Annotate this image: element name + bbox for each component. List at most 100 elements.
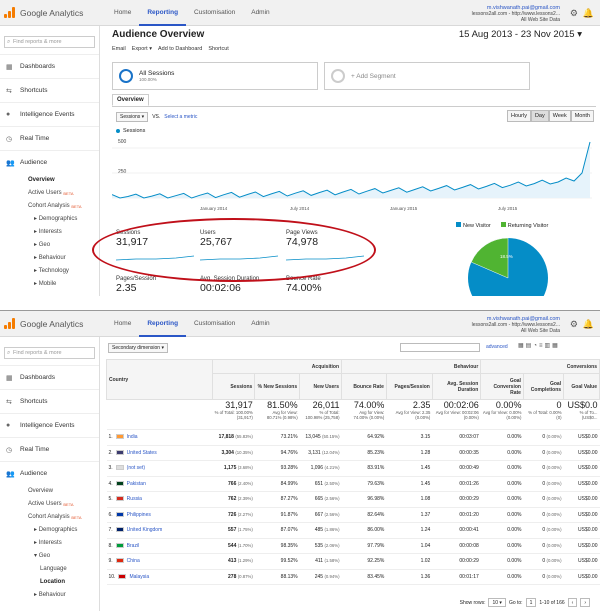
sidebar-sub-overview[interactable]: Overview [28,177,55,183]
sidebar-item-realtime[interactable]: ◷ Real Time [0,126,99,150]
ga-logo[interactable]: Google Analytics [4,318,83,329]
day-button[interactable]: Day [530,110,549,122]
sidebar-sub-mobile[interactable]: ▸ Mobile [34,281,57,287]
notification-bell-icon[interactable]: 🔔 [582,319,594,329]
nav-home[interactable]: Home [114,9,132,16]
bulb-icon: ● [6,422,11,429]
sidebar-item-audience[interactable]: 👥 Audience [0,150,99,174]
segment-circle-icon [119,69,133,83]
hourly-button[interactable]: Hourly [507,110,531,122]
ga-logo[interactable]: Google Analytics [4,7,83,18]
goto-page-input[interactable]: 1 [525,598,537,607]
sidebar: ⌕ Find reports & more ▦ Dashboards ⇆ Shortc… [0,26,100,296]
col-goal-completions[interactable]: Goal Completions [522,373,565,400]
metric-dropdown[interactable]: Sessions ▾ [116,112,149,122]
sidebar-sub-interests[interactable]: ▸ Interests [34,540,62,546]
sidebar-sub-active-users[interactable]: Active Users BETA [28,501,74,507]
col-goal-value[interactable]: Goal Value [563,373,600,400]
col-new-sessions[interactable]: % New Sessions [254,373,301,400]
col-country[interactable]: Country [106,359,213,400]
next-page-button[interactable]: › [580,598,590,607]
sidebar-sub-cohort[interactable]: Cohort Analysis BETA [28,203,82,209]
country-link[interactable]: China [126,558,140,565]
sessions-series-line [112,141,591,199]
rows-per-page-select[interactable]: 10 ▾ [488,598,506,607]
nav-reporting[interactable]: Reporting [139,311,187,337]
sidebar-item-realtime[interactable]: ◷ Real Time [0,437,99,461]
segment-all-sessions[interactable]: All Sessions 100.00% [112,62,318,90]
sidebar-sub-interests[interactable]: ▸ Interests [34,229,62,235]
table-row: 3. (not set) 1,175 (3.68%) 93.28% 1,096 (4.2… [106,460,600,477]
week-button[interactable]: Week [548,110,571,122]
sidebar-sub-cohort[interactable]: Cohort Analysis BETA [28,514,82,520]
shortcut-button[interactable]: Shortcut [208,46,229,52]
col-avg-duration[interactable]: Avg. Session Duration [431,373,482,400]
select-metric-link[interactable]: Select a metric [164,114,198,120]
sidebar-item-intelligence[interactable]: ● Intelligence Events [0,102,99,126]
search-input[interactable]: ⌕ Find reports & more [4,347,95,359]
col-bounce-rate[interactable]: Bounce Rate [341,373,387,400]
country-link[interactable]: India [126,434,138,441]
account-selector[interactable]: m.vishwanath.pai@gmail.com lessons2all.c… [472,316,560,334]
totals-row: 31,917% of Total: 100.00% (31,917) 81.50… [106,399,600,430]
sidebar-item-shortcuts[interactable]: ⇆ Shortcuts [0,389,99,413]
col-goal-conv-rate[interactable]: Goal Conversion Rate [480,373,524,400]
sidebar-item-audience[interactable]: 👥 Audience [0,461,99,485]
col-new-users[interactable]: New Users [299,373,343,400]
sidebar-item-dashboards[interactable]: ▦ Dashboards [0,365,99,389]
tab-overview[interactable]: Overview [112,94,149,106]
gear-icon[interactable]: ⚙ [569,8,578,18]
view-toggle-icons[interactable]: ▦▤◔≡▥▦ [518,343,560,349]
country-link[interactable]: Brazil [126,542,140,549]
notification-bell-icon[interactable]: 🔔 [582,8,594,18]
sidebar-item-shortcuts[interactable]: ⇆ Shortcuts [0,78,99,102]
col-pages-session[interactable]: Pages/Session [385,373,433,400]
date-range-picker[interactable]: 15 Aug 2013 - 23 Nov 2015 ▾ [458,29,582,40]
account-selector[interactable]: m.vishwanath.pai@gmail.com lessons2all.c… [472,5,560,23]
nav-reporting[interactable]: Reporting [139,0,187,26]
metric-sessions: Sessions 31,917 [116,230,149,248]
sidebar-sub-location[interactable]: Location [40,579,65,585]
sidebar-item-intelligence[interactable]: ● Intelligence Events [0,413,99,437]
month-button[interactable]: Month [570,110,594,122]
col-sessions[interactable]: Sessions [211,373,256,400]
chart-legend: Sessions [116,128,145,134]
add-segment-button[interactable]: + Add Segment [324,62,530,90]
gear-icon[interactable]: ⚙ [569,319,578,329]
search-input[interactable]: ⌕ Find reports & more [4,36,95,48]
table-row: 9. China 413 (1.29%) 99.52% 411 (1.58%) 92.25… [106,553,600,570]
country-link[interactable]: Russia [126,496,142,503]
search-icon: ⌕ [7,39,11,45]
sidebar-sub-overview[interactable]: Overview [28,488,54,494]
nav-customisation[interactable]: Customisation [194,320,236,327]
sidebar-sub-active-users[interactable]: Active Users BETA [28,190,74,196]
sidebar-sub-behaviour[interactable]: ▸ Behaviour [34,255,66,261]
nav-customisation[interactable]: Customisation [194,9,236,16]
secondary-dimension-dropdown[interactable]: Secondary dimension ▾ [108,343,168,353]
sidebar-sub-demographics[interactable]: ▸ Demographics [34,216,78,222]
country-link[interactable]: (not set) [126,465,146,472]
add-to-dashboard-button[interactable]: Add to Dashboard [157,46,203,52]
country-link[interactable]: United Kingdom [126,527,163,534]
prev-page-button[interactable]: ‹ [567,598,578,607]
country-link[interactable]: United States [126,449,157,456]
country-link[interactable]: Malaysia [129,573,150,580]
sidebar-sub-geo[interactable]: ▾ Geo [34,553,51,559]
country-flag-icon [115,511,124,517]
sidebar-item-dashboards[interactable]: ▦ Dashboards [0,54,99,78]
nav-admin[interactable]: Admin [251,320,270,327]
nav-admin[interactable]: Admin [251,9,270,16]
export-button[interactable]: Export ▾ [131,46,152,52]
sidebar-sub-technology[interactable]: ▸ Technology [34,268,69,274]
country-link[interactable]: Pakistan [126,480,146,487]
email-button[interactable]: Email [112,46,126,52]
sidebar-sub-behaviour[interactable]: ▸ Behaviour [34,592,66,598]
country-link[interactable]: Philippines [126,511,151,518]
sidebar-sub-language[interactable]: Language [40,566,67,572]
table-search-input[interactable] [400,343,480,352]
x-tick-jul-2014: July 2014 [290,206,310,211]
advanced-filter-link[interactable]: advanced [486,344,508,350]
sidebar-sub-geo[interactable]: ▸ Geo [34,242,51,248]
sidebar-sub-demographics[interactable]: ▸ Demographics [34,527,78,533]
nav-home[interactable]: Home [114,320,132,327]
